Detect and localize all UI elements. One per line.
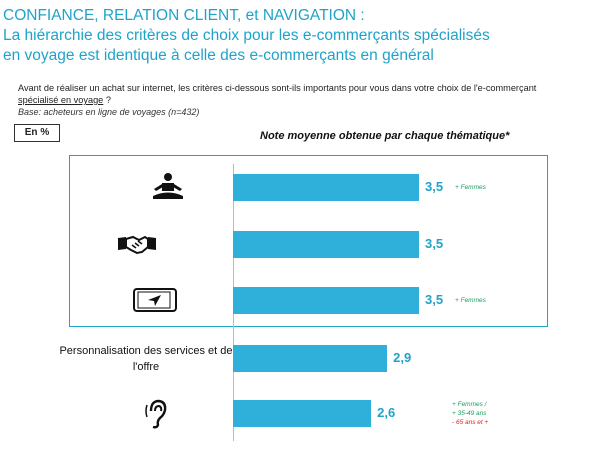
category-label-line: l'offre (132, 361, 160, 373)
question-text: Avant de réaliser un achat sur internet,… (18, 83, 537, 93)
unit-label: En % (14, 124, 60, 142)
value-label: 3,5 (425, 236, 444, 251)
category-label-line: Personnalisation des services et de (59, 345, 233, 357)
question-end: ? (103, 95, 111, 105)
page-title: CONFIANCE, RELATION CLIENT, et NAVIGATIO… (3, 6, 593, 66)
survey-question: Avant de réaliser un achat sur internet,… (18, 82, 598, 106)
bar (233, 399, 372, 427)
bar (233, 173, 419, 201)
value-label: 3,5 (425, 179, 444, 194)
handshake-icon (117, 233, 157, 260)
smartphone-navigation-icon (133, 288, 177, 317)
ear-icon (145, 399, 167, 434)
meditation-icon (150, 172, 186, 207)
value-label: 3,5 (425, 292, 444, 307)
category-label: Personnalisation des services et de l'off… (40, 343, 252, 375)
bar (233, 286, 419, 314)
bar (233, 230, 419, 258)
question-underlined: spécialisé en voyage (18, 95, 104, 105)
note-line: + Femmes (455, 183, 486, 191)
note-line: + Femmes / (452, 400, 487, 408)
note-line: - 65 ans et + (452, 418, 489, 426)
value-label: 2,9 (393, 350, 412, 365)
title-line-3: en voyage est identique à celle des e-co… (3, 47, 434, 64)
value-label: 2,6 (377, 405, 396, 420)
significance-note: + Femmes / + 35-49 ans - 65 ans et + (452, 400, 488, 427)
note-line: + Femmes (455, 296, 486, 304)
significance-note: + Femmes (455, 183, 486, 192)
significance-note: + Femmes (455, 296, 486, 305)
title-line-1: CONFIANCE, RELATION CLIENT, et NAVIGATIO… (3, 7, 365, 24)
bar (233, 344, 388, 372)
chart-title: Note moyenne obtenue par chaque thématiq… (260, 130, 510, 142)
sample-base: Base: acheteurs en ligne de voyages (n=4… (18, 107, 200, 117)
title-line-2: La hiérarchie des critères de choix pour… (3, 27, 490, 44)
note-line: + 35-49 ans (452, 409, 487, 417)
highlight-box (69, 155, 548, 327)
